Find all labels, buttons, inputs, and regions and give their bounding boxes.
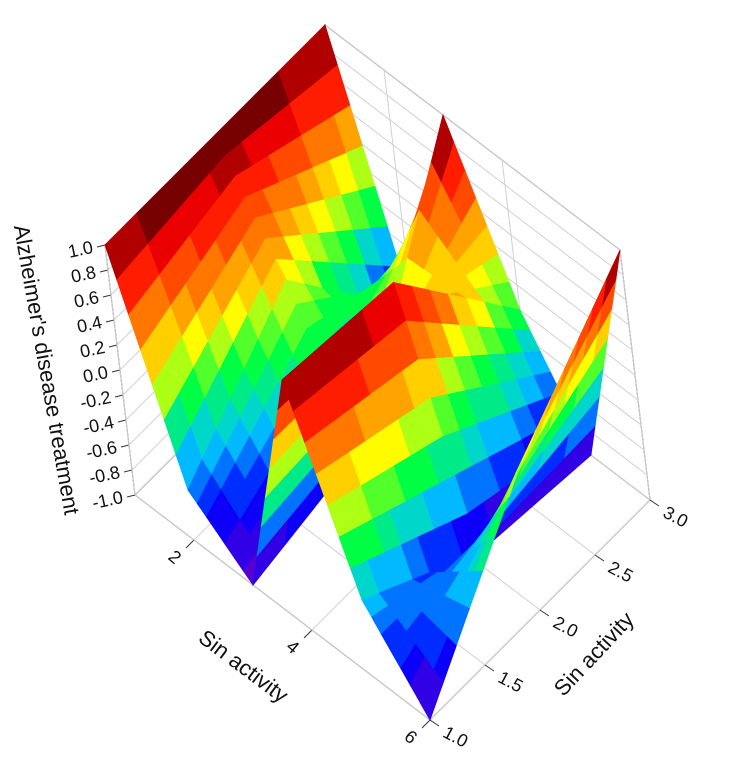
surface-patch: [419, 669, 444, 721]
grid-line: [327, 49, 624, 276]
y-tick-label: 1.0: [440, 722, 471, 751]
z-tick-label: 0.0: [81, 362, 110, 387]
y-tick: [539, 609, 550, 617]
y-tick-label: 2.0: [550, 612, 581, 641]
z-tick: [117, 419, 127, 423]
z-tick-label: -1.0: [90, 487, 125, 513]
z-tick: [114, 394, 124, 398]
z-tick-label: 0.4: [75, 312, 104, 337]
x-tick-label: 4: [283, 636, 304, 658]
y-tick: [484, 664, 495, 672]
grid-line: [104, 244, 136, 496]
y-tick-label: 3.0: [660, 502, 691, 531]
z-tick: [108, 344, 118, 348]
x-axis-title: Sin activity: [194, 625, 293, 708]
grid-line: [134, 494, 431, 721]
z-tick: [105, 319, 115, 323]
z-tick-label: 1.0: [66, 237, 95, 262]
z-tick-label: -0.2: [78, 387, 113, 413]
z-tick-label: 0.8: [69, 262, 98, 287]
y-tick-label: 2.5: [605, 557, 636, 586]
y-tick-label: 1.5: [495, 667, 526, 696]
z-tick-label: -0.4: [81, 412, 116, 438]
grid-line: [619, 249, 651, 501]
x-tick: [421, 719, 431, 729]
z-tick: [126, 494, 136, 498]
z-tick: [111, 369, 121, 373]
z-tick-label: 0.6: [72, 287, 101, 312]
z-tick: [99, 269, 109, 273]
z-tick-label: 0.2: [78, 337, 107, 362]
z-tick: [96, 244, 106, 248]
z-tick-label: -0.6: [84, 437, 119, 463]
grid-line: [330, 74, 627, 301]
y-tick: [429, 719, 440, 727]
x-tick-label: 6: [401, 726, 422, 748]
x-tick: [303, 629, 313, 639]
z-tick-label: -0.8: [87, 462, 122, 488]
x-tick-label: 2: [165, 546, 186, 568]
grid-line: [324, 24, 621, 251]
z-tick: [123, 469, 133, 473]
z-tick: [102, 294, 112, 298]
y-tick: [649, 499, 660, 507]
x-tick: [185, 539, 195, 549]
z-tick: [120, 444, 130, 448]
y-tick: [594, 554, 605, 562]
